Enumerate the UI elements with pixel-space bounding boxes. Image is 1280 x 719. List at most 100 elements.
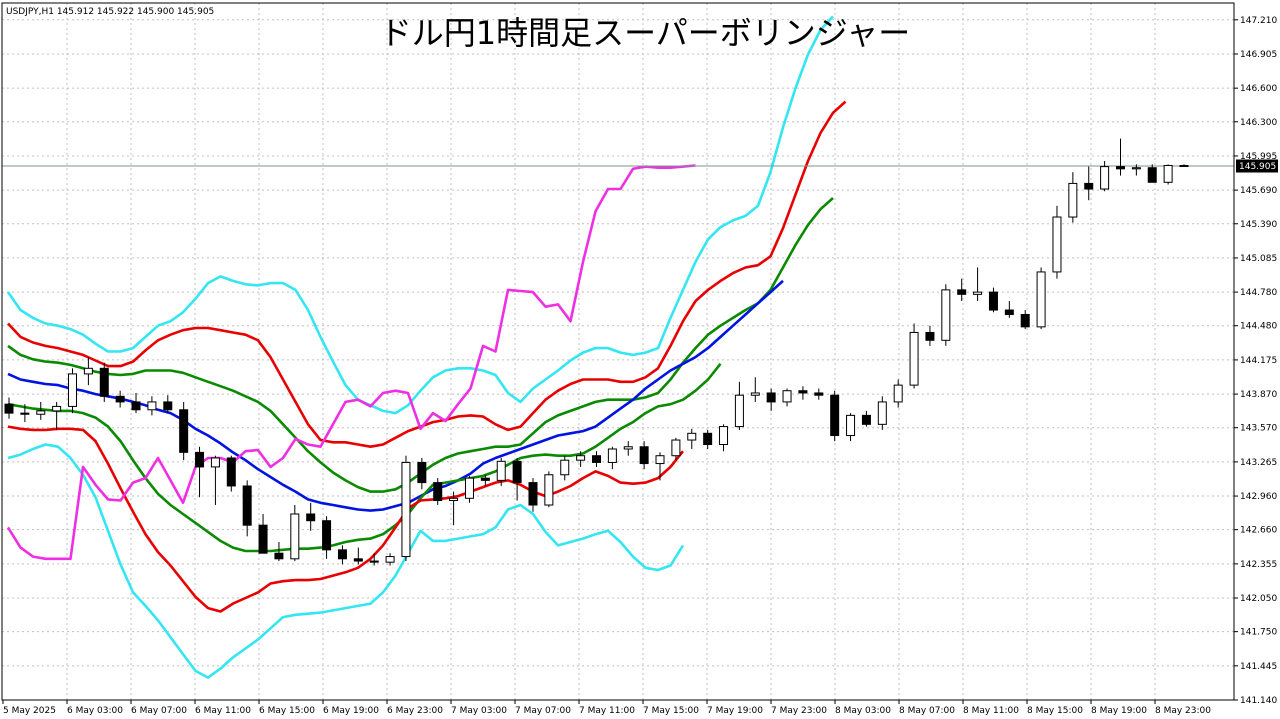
candle [623,441,633,456]
candle-body [99,367,109,397]
candle [242,480,252,537]
candle [814,388,824,400]
candle-body [52,405,62,412]
candle [433,478,443,506]
x-tick-label: 6 May 15:00 [259,706,315,716]
candle [1020,310,1030,330]
x-tick-label: 7 May 07:00 [515,706,571,716]
candle-body [1084,182,1094,190]
candle [258,513,268,554]
candle-body [242,485,252,526]
candle [607,446,617,470]
candle [36,401,46,420]
candle [449,491,459,526]
x-tick-label: 8 May 11:00 [963,706,1019,716]
y-tick-label: 145.690 [1240,186,1277,196]
candle-body [512,460,522,484]
candle [909,323,919,389]
candle [1036,267,1046,330]
candle-body [115,395,125,403]
x-tick-label: 6 May 03:00 [67,706,123,716]
candle-body [893,384,903,403]
candle [195,446,205,498]
candle [576,451,586,467]
candle [353,547,363,565]
candle [401,455,411,562]
candle-body [353,558,363,562]
candle-body [480,477,490,481]
symbol-info: USDJPY,H1 145.912 145.922 145.900 145.90… [6,7,214,17]
candle-body [449,497,459,502]
y-tick-label: 146.905 [1240,50,1277,60]
y-tick-label: 143.265 [1240,458,1277,468]
candle-body [4,403,14,414]
candle [290,505,300,562]
x-tick-label: 8 May 23:00 [1155,706,1211,716]
candlesticks [4,138,1189,566]
candle [846,413,856,442]
x-tick-label: 8 May 15:00 [1027,706,1083,716]
candle-body [861,414,871,425]
y-tick-label: 141.445 [1240,662,1277,672]
candle [1115,138,1125,176]
candle [687,428,697,449]
candle [68,368,78,414]
y-tick-label: 146.300 [1240,118,1277,128]
candle [226,455,236,492]
candle [1068,172,1078,223]
y-tick-label: 146.600 [1240,84,1277,94]
candle-body [528,482,538,506]
candle-body [496,460,506,481]
candle [703,429,713,449]
candle [560,455,570,481]
candle-body [798,390,808,394]
candle [592,451,601,467]
indicator-series-line-minus2 [7,425,685,613]
candle-body [1004,309,1014,316]
candle-body [322,520,332,551]
candle [385,553,395,566]
candle [925,325,935,346]
candle [1100,161,1110,192]
candle-body [941,289,951,341]
y-tick-label: 144.175 [1240,356,1277,366]
candle-body [766,392,776,403]
candle [1052,205,1062,279]
candle [210,455,220,506]
candle-body [195,451,205,468]
candle-body [877,401,887,425]
candle-body [274,552,284,560]
candle-body [1052,216,1062,273]
y-tick-label: 142.050 [1240,594,1277,604]
candle [306,502,316,531]
candle [528,478,538,512]
candle [1084,166,1094,201]
candle [893,379,903,408]
candle [750,377,760,402]
candle-body [544,474,554,506]
y-tick-label: 142.960 [1240,492,1277,502]
candle [957,278,967,302]
candle-body [846,414,856,437]
candle-body [433,482,443,502]
candle-body [925,331,935,341]
candle-body [671,439,681,457]
candle [1131,164,1141,176]
indicator-series-line-minus3 [7,443,685,679]
y-tick-label: 142.355 [1240,560,1277,570]
candle [988,287,998,313]
candle-body [973,291,983,295]
candle [1179,164,1189,167]
candle-body [988,291,998,311]
candle-body [1020,314,1030,328]
indicator-series-line-plus3 [6,15,834,415]
candle [496,457,506,486]
candle-body [782,390,792,403]
x-tick-label: 7 May 11:00 [579,706,635,716]
candle [782,388,792,407]
candle-body [623,446,633,450]
candle-body [560,459,570,476]
candle [877,396,887,430]
